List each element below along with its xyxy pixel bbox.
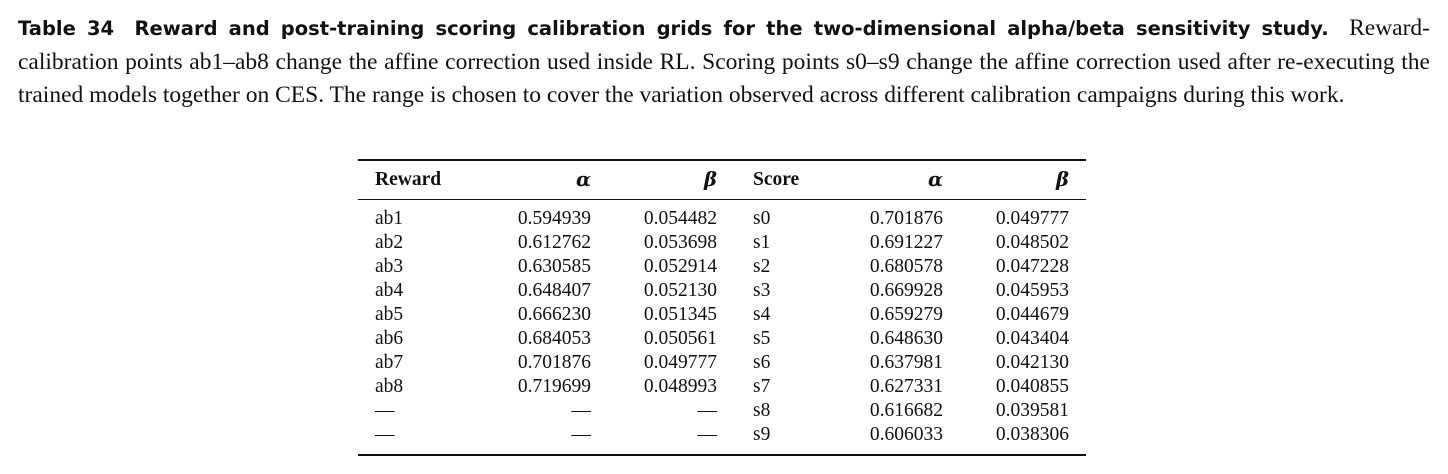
table-cell: ab4 [375,280,404,301]
table-cell: — [375,400,395,421]
table-cell: 0.616682 [869,400,943,421]
table-cell: s6 [753,352,771,373]
table-cell: 0.701876 [869,208,943,229]
table-cell: 0.050561 [643,328,717,349]
table-cell: 0.648630 [869,328,943,349]
table-cell: 0.040855 [995,376,1069,397]
table-cell: 0.684053 [517,328,591,349]
table-cell: 0.048993 [643,376,717,397]
header-cell: Reward [375,169,442,190]
table-cell: s3 [753,280,771,301]
table-cell: 0.049777 [643,352,717,373]
caption-text: Reward-calibration points ab1–ab8 change… [18,15,1431,108]
table-cell: 0.627331 [869,376,943,397]
table-cell: 0.043404 [995,328,1069,349]
table-cell: 0.047228 [995,256,1069,277]
table-cell: s2 [753,256,771,277]
table-cell: ab8 [375,376,404,397]
caption: Table 34 Reward and post-training scorin… [18,12,1430,113]
caption-label: Table 34 [18,17,115,40]
table-cell: s0 [753,208,771,229]
table-cell: s5 [753,328,771,349]
table-cell: ab6 [375,328,404,349]
table-cell: ab1 [375,208,404,229]
table-cell: 0.666230 [517,304,591,325]
caption-title: Reward and post-training scoring calibra… [134,17,1329,40]
table-cell: 0.044679 [995,304,1069,325]
table-cell: s1 [753,232,771,253]
table-cell: 0.594939 [517,208,591,229]
table-cell: 0.039581 [995,400,1069,421]
table-cell: — [697,400,718,421]
table-cell: 0.051345 [643,304,717,325]
header-cell: β [704,168,717,191]
table-cell: 0.669928 [869,280,943,301]
mid-rule [358,199,1086,200]
table-cell: 0.038306 [995,424,1069,445]
table-cell: 0.630585 [517,256,591,277]
table-cell: 0.053698 [643,232,717,253]
table-cell: ab2 [375,232,404,253]
table-cell: 0.691227 [869,232,943,253]
table-cell: s7 [753,376,771,397]
table-cell: 0.606033 [869,424,943,445]
top-rule [358,159,1086,161]
header-cell: Score [753,169,800,190]
table-cell: 0.648407 [517,280,591,301]
table-cell: 0.049777 [995,208,1069,229]
table-cell: 0.052130 [643,280,717,301]
table-cell: 0.048502 [995,232,1069,253]
table-cell: — [571,400,592,421]
table-cell: s4 [753,304,771,325]
table-cell: 0.612762 [517,232,591,253]
table-cell: 0.637981 [869,352,943,373]
table-cell: s9 [753,424,771,445]
table-cell: ab7 [375,352,404,373]
table-cell: ab3 [375,256,404,277]
header-cell: α [927,168,943,191]
table-cell: 0.054482 [643,208,717,229]
table-cell: — [375,424,395,445]
table-cell: 0.701876 [517,352,591,373]
table-cell: 0.052914 [643,256,717,277]
header-cell: α [575,168,591,191]
table-cell: 0.045953 [995,280,1069,301]
table-cell: s8 [753,400,771,421]
table-cell: 0.659279 [869,304,943,325]
table-cell: 0.042130 [995,352,1069,373]
table-cell: ab5 [375,304,404,325]
header-cell: β [1056,168,1069,191]
table-cell: — [571,424,592,445]
table-cell: — [697,424,718,445]
table-cell: 0.719699 [517,376,591,397]
table-cell: 0.680578 [869,256,943,277]
bottom-rule [358,454,1086,456]
